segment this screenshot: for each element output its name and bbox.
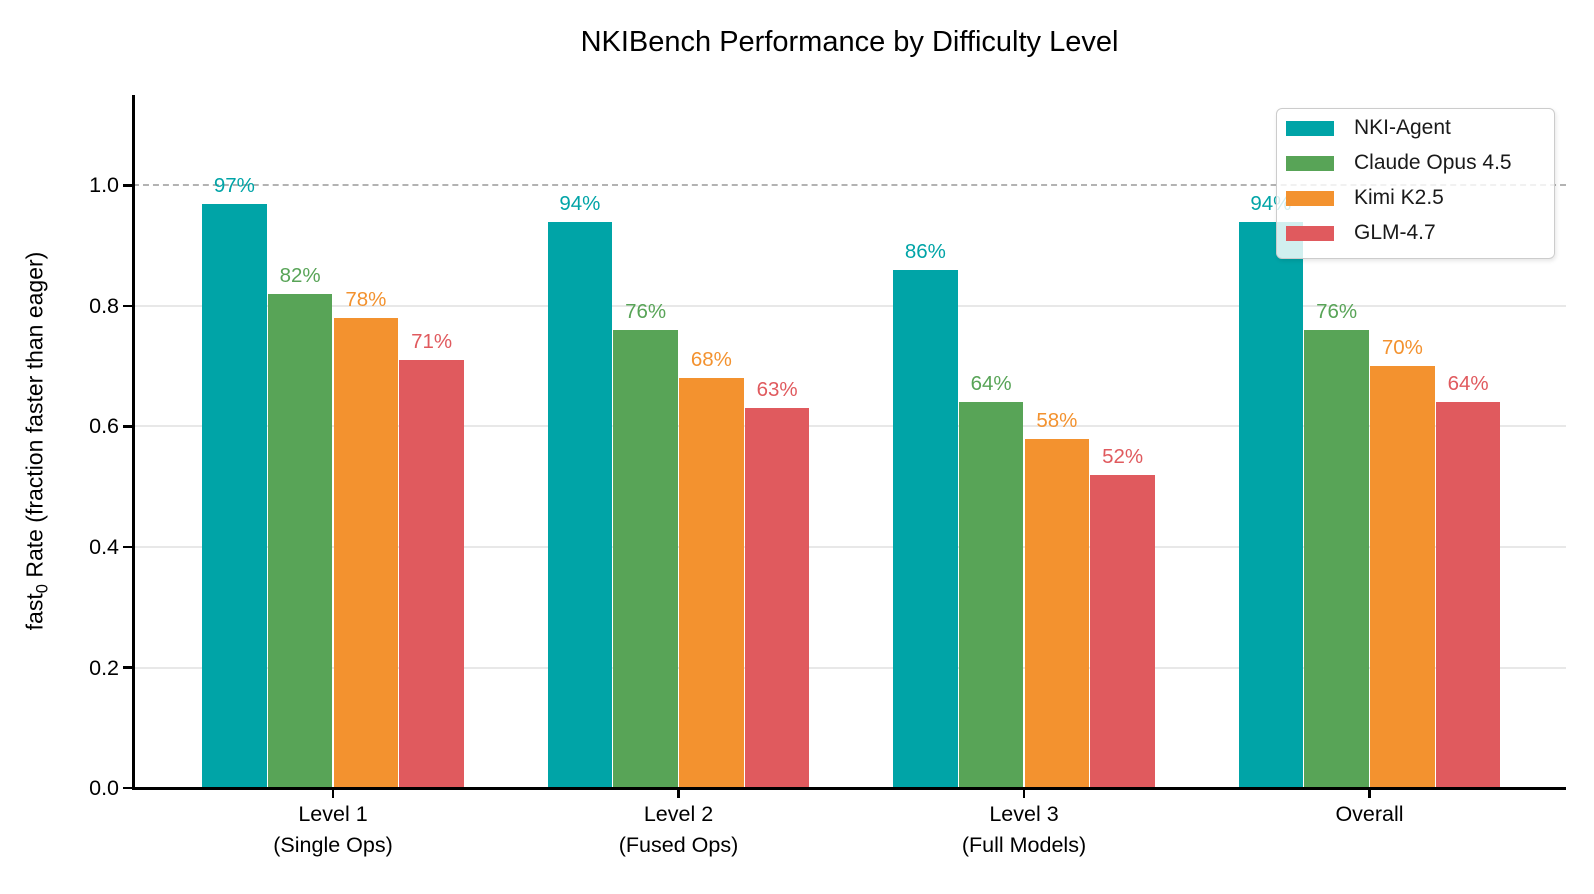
bar-GLM-4.7-Level 2 — [744, 408, 810, 788]
bar-NKI-Agent-Overall — [1238, 221, 1304, 788]
y-tick-1.0 — [123, 184, 133, 187]
bar-value-label-NKI-Agent-Level 2: 94% — [559, 191, 601, 215]
bar-value-label-Claude Opus 4.5-Overall: 76% — [1316, 300, 1358, 323]
bar-NKI-Agent-Level 1 — [202, 203, 267, 788]
bar-NKI-Agent-Level 2 — [547, 221, 613, 788]
y-axis-spine — [132, 95, 135, 790]
gridline-0.6 — [133, 425, 1566, 428]
y-tick-0.6 — [123, 425, 133, 428]
bar-Claude Opus 4.5-Level 3 — [958, 402, 1024, 788]
legend-label-GLM-4.7: GLM-4.7 — [1354, 220, 1436, 244]
bar-GLM-4.7-Level 1 — [399, 360, 464, 788]
x-tick-Overall — [1368, 789, 1371, 798]
x-tick-Level 1 — [331, 789, 335, 798]
y-tick-0.8 — [123, 304, 133, 308]
y-tick-0.0 — [123, 786, 133, 790]
x-category-line2: (Full Models) — [961, 833, 1087, 857]
bar-value-label-NKI-Agent-Level 3: 86% — [904, 239, 946, 263]
legend-swatch-Claude Opus 4.5 — [1286, 156, 1334, 171]
chart-title: NKIBench Performance by Difficulty Level — [580, 26, 1119, 58]
x-category-line2: (Single Ops) — [273, 833, 393, 857]
bar-NKI-Agent-Level 3 — [893, 269, 958, 788]
bar-value-label-GLM-4.7-Level 2: 63% — [756, 378, 798, 402]
bar-GLM-4.7-Overall — [1435, 402, 1501, 788]
x-tick-Level 2 — [677, 789, 680, 798]
bar-Kimi K2.5-Level 2 — [679, 378, 744, 788]
y-tick-0.4 — [123, 545, 133, 549]
legend-swatch-NKI-Agent — [1286, 121, 1334, 136]
gridline-0.8 — [133, 304, 1566, 307]
y-tick-label-0.0: 0.0 — [89, 776, 119, 800]
legend-label-Kimi K2.5: Kimi K2.5 — [1354, 185, 1444, 209]
legend-label-NKI-Agent: NKI-Agent — [1354, 115, 1451, 139]
bar-value-label-GLM-4.7-Level 1: 71% — [411, 330, 453, 354]
bar-value-label-Kimi K2.5-Overall: 70% — [1381, 336, 1423, 360]
x-tick-Level 3 — [1022, 789, 1026, 798]
x-category-line2: (Fused Ops) — [618, 833, 739, 857]
bar-Kimi K2.5-Level 3 — [1024, 438, 1090, 788]
bar-Claude Opus 4.5-Level 1 — [267, 293, 333, 788]
bar-value-label-Claude Opus 4.5-Level 1: 82% — [279, 263, 321, 287]
bar-value-label-Kimi K2.5-Level 1: 78% — [345, 288, 387, 311]
bar-Claude Opus 4.5-Level 2 — [613, 330, 678, 788]
gridline-0.4 — [133, 546, 1566, 548]
x-category-label-Level 2: Level 2 (Fused Ops) — [529, 799, 829, 861]
y-tick-label-0.4: 0.4 — [89, 535, 119, 559]
y-axis-label-subscript: 0 — [32, 584, 52, 594]
bar-value-label-Claude Opus 4.5-Level 2: 76% — [625, 300, 667, 323]
y-tick-label-0.8: 0.8 — [89, 293, 119, 318]
legend-swatch-Kimi K2.5 — [1286, 191, 1334, 206]
y-tick-label-0.2: 0.2 — [89, 655, 119, 680]
x-category-line1: Level 2 — [643, 802, 714, 826]
x-category-line1: Level 1 — [298, 802, 368, 826]
bar-value-label-GLM-4.7-Overall: 64% — [1447, 372, 1489, 396]
x-category-label-Level 1: Level 1 (Single Ops) — [183, 799, 483, 861]
y-tick-label-1.0: 1.0 — [89, 173, 119, 198]
bar-Kimi K2.5-Overall — [1370, 366, 1435, 788]
x-category-line1: Level 3 — [989, 802, 1059, 826]
bar-value-label-Kimi K2.5-Level 2: 68% — [690, 348, 732, 372]
bar-value-label-Kimi K2.5-Level 3: 58% — [1036, 408, 1078, 432]
x-category-line1: Overall — [1335, 802, 1404, 826]
x-category-label-Overall: Overall — [1220, 799, 1520, 830]
legend: NKI-Agent Claude Opus 4.5 Kimi K2.5 GLM-4.7 — [1276, 108, 1555, 259]
bar-Kimi K2.5-Level 1 — [333, 318, 399, 788]
bar-GLM-4.7-Level 3 — [1090, 474, 1155, 788]
legend-swatch-GLM-4.7 — [1286, 226, 1334, 241]
bar-value-label-NKI-Agent-Level 1: 97% — [213, 173, 255, 197]
legend-label-Claude Opus 4.5: Claude Opus 4.5 — [1354, 150, 1512, 174]
x-axis-spine — [132, 787, 1566, 790]
bar-value-label-Claude Opus 4.5-Level 3: 64% — [970, 372, 1012, 396]
y-tick-0.2 — [123, 666, 133, 669]
x-category-label-Level 3: Level 3 (Full Models) — [874, 799, 1174, 861]
bar-Claude Opus 4.5-Overall — [1304, 330, 1369, 788]
gridline-0.2 — [133, 666, 1566, 669]
y-axis-label-prefix: fast — [21, 593, 48, 631]
reference-line-1.0 — [133, 184, 1566, 187]
bar-value-label-GLM-4.7-Level 3: 52% — [1102, 444, 1144, 468]
y-tick-label-0.6: 0.6 — [89, 414, 119, 439]
